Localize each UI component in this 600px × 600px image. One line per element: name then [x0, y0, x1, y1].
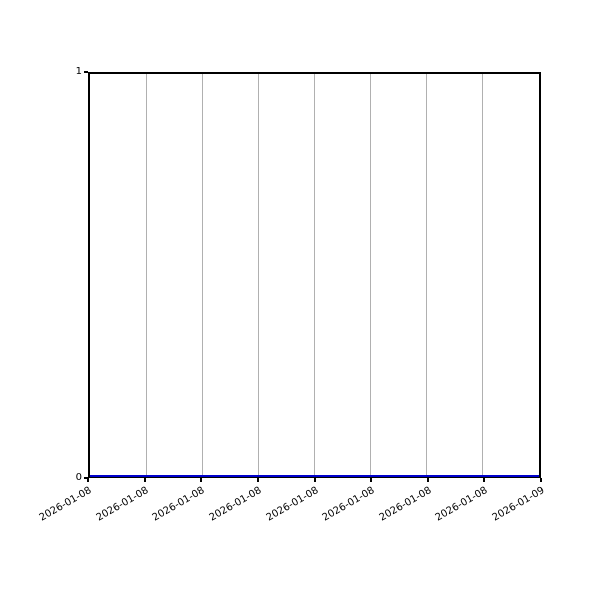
x-tick-label: 2026-01-08	[320, 485, 377, 524]
x-tick-mark	[540, 478, 542, 482]
y-tick-mark	[84, 477, 88, 479]
x-tick-label: 2026-01-08	[150, 485, 207, 524]
plot-area	[88, 72, 541, 478]
x-tick-mark	[426, 478, 429, 482]
vertical-gridline	[257, 74, 259, 476]
x-tick-label: 2026-01-08	[377, 485, 434, 524]
y-tick-mark	[84, 71, 88, 73]
x-tick-mark	[143, 478, 146, 482]
x-tick-label: 2026-01-08	[94, 485, 151, 524]
y-tick-label: 0	[75, 472, 82, 483]
x-tick-mark	[200, 478, 203, 482]
x-tick-mark	[313, 478, 316, 482]
y-tick-label: 1	[75, 66, 82, 77]
vertical-gridline	[201, 74, 203, 476]
vertical-gridline	[482, 74, 484, 476]
x-tick-label: 2026-01-08	[434, 485, 490, 524]
x-tick-label: 2026-01-08	[207, 485, 264, 524]
x-tick-label: 2026-01-09	[490, 485, 547, 524]
x-tick-mark	[256, 478, 259, 482]
vertical-gridline	[426, 74, 428, 476]
x-tick-mark	[483, 478, 486, 482]
x-tick-mark	[87, 478, 89, 482]
vertical-gridline	[145, 74, 147, 476]
vertical-gridline	[314, 74, 315, 476]
vertical-gridline	[370, 74, 372, 476]
x-tick-label: 2026-01-08	[264, 485, 320, 524]
data-line-layer	[90, 74, 539, 476]
x-tick-mark	[370, 478, 373, 482]
